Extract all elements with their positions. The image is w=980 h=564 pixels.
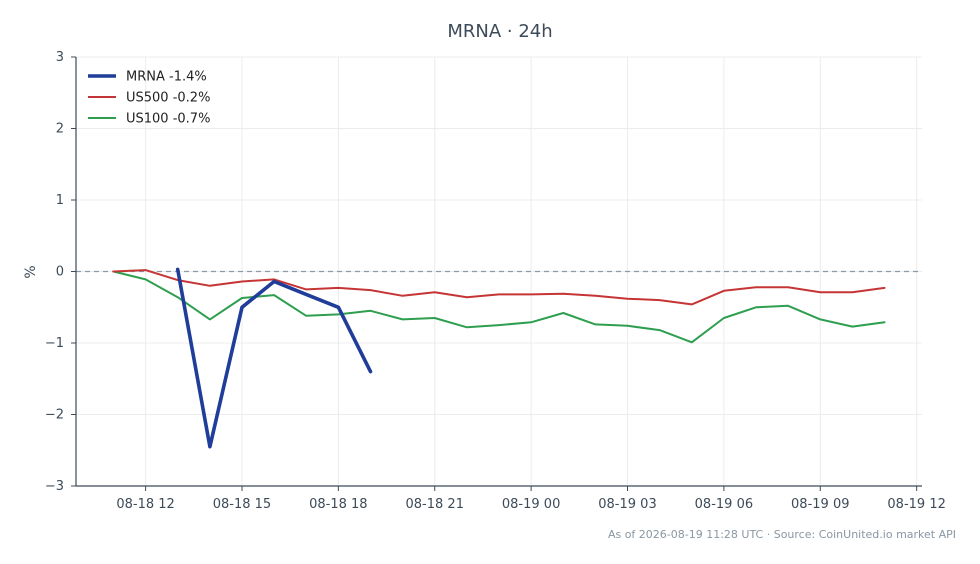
series-lines: [112, 267, 886, 449]
chart-title: MRNA · 24h: [447, 21, 552, 42]
x-tick-label: 08-18 12: [116, 497, 174, 512]
legend-label: US100 -0.7%: [126, 112, 210, 127]
series-line-0: [175, 267, 373, 449]
y-tick-label: −3: [45, 479, 64, 494]
y-tick-label: 0: [56, 265, 64, 280]
y-tick-label: 2: [56, 122, 64, 137]
y-tick-label: 1: [56, 193, 64, 208]
series-line-2: [112, 270, 886, 344]
x-tick-label: 08-18 18: [309, 497, 367, 512]
x-tick-label: 08-19 09: [791, 497, 849, 512]
y-axis-label: %: [23, 265, 39, 278]
axes: 3 2 1 0 −1 −2 −3 08-18 12 08-18 15 08-18 18 08-18 …: [45, 50, 946, 512]
x-tick-label: 08-18 21: [406, 497, 464, 512]
x-tick-label: 08-19 12: [887, 497, 945, 512]
legend-label: MRNA -1.4%: [126, 70, 207, 85]
x-tick-label: 08-19 06: [695, 497, 753, 512]
legend: MRNA -1.4% US500 -0.2% US100 -0.7%: [88, 70, 210, 127]
y-tick-label: −1: [45, 336, 64, 351]
y-tick-label: 3: [56, 50, 64, 65]
y-tick-label: −2: [45, 408, 64, 423]
legend-label: US500 -0.2%: [126, 91, 210, 106]
source-footnote: As of 2026-08-19 11:28 UTC · Source: Coi…: [608, 528, 956, 541]
series-line-1: [112, 269, 886, 306]
x-tick-label: 08-19 00: [502, 497, 560, 512]
x-tick-label: 08-19 03: [598, 497, 656, 512]
x-tick-label: 08-18 15: [213, 497, 271, 512]
